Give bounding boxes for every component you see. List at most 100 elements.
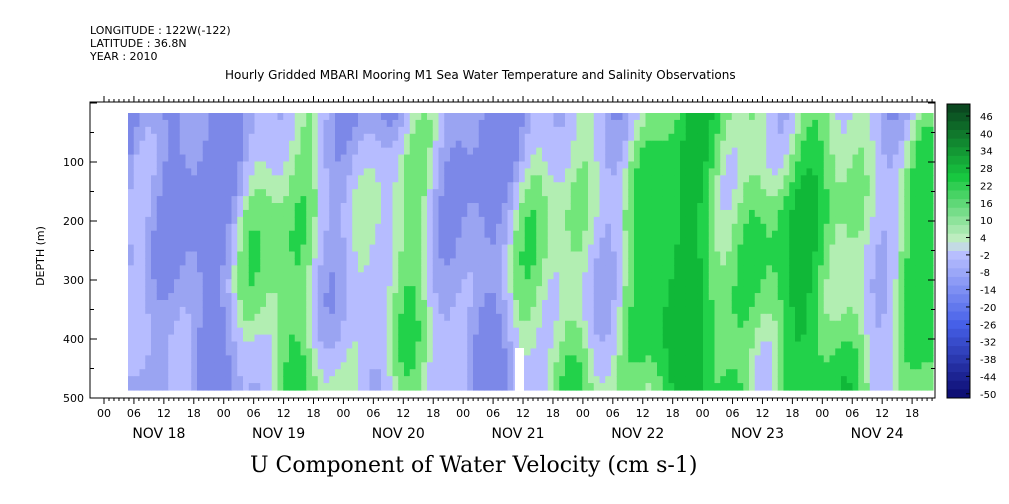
x-hour-label: 18 (187, 407, 201, 420)
y-tick-label: 100 (63, 156, 84, 169)
colorbar-swatch (947, 173, 970, 183)
colorbar-label: -8 (980, 268, 990, 279)
colorbar-label: -38 (980, 355, 996, 366)
colorbar-swatch (947, 233, 970, 243)
x-hour-label: 12 (516, 407, 530, 420)
x-hour-label: 06 (247, 407, 261, 420)
x-hour-label: 12 (396, 407, 410, 420)
colorbar-swatch (947, 138, 970, 148)
x-day-label: NOV 24 (851, 426, 904, 442)
x-hour-label: 12 (636, 407, 650, 420)
colorbar-swatch (947, 207, 970, 217)
x-hour-label: 18 (307, 407, 321, 420)
colorbar-swatch (947, 121, 970, 131)
missing-data-gap (515, 348, 524, 392)
x-hour-label: 00 (576, 407, 590, 420)
x-hour-label: 18 (666, 407, 680, 420)
x-hour-label: 06 (845, 407, 859, 420)
colorbar-swatch (947, 242, 970, 252)
colorbar-swatch (947, 147, 970, 157)
x-day-label: NOV 23 (731, 426, 784, 442)
colorbar-label: -20 (980, 303, 996, 314)
x-day-label: NOV 20 (372, 426, 425, 442)
colorbar-swatch (947, 346, 970, 356)
x-hour-label: 06 (726, 407, 740, 420)
colorbar-label: 22 (980, 181, 993, 192)
x-hour-label: 18 (905, 407, 919, 420)
colorbar-swatch (947, 199, 970, 209)
colorbar-swatch (947, 268, 970, 278)
colorbar-swatch (947, 251, 970, 261)
x-axis-title: U Component of Water Velocity (cm s-1) (250, 453, 698, 478)
x-hour-label: 18 (785, 407, 799, 420)
colorbar-swatch (947, 320, 970, 330)
colorbar-swatch (947, 181, 970, 191)
x-hour-label: 00 (696, 407, 710, 420)
colorbar-label: -2 (980, 251, 990, 262)
x-hour-label: 06 (366, 407, 380, 420)
colorbar-swatch (947, 225, 970, 235)
colorbar-label: 46 (980, 112, 993, 123)
x-day-label: NOV 19 (252, 426, 305, 442)
x-hour-label: 12 (755, 407, 769, 420)
year-label: YEAR : 2010 (90, 50, 158, 63)
latitude-label: LATITUDE : 36.8N (90, 37, 187, 50)
metadata-block: LONGITUDE : 122W(-122) LATITUDE : 36.8N … (90, 24, 231, 63)
colorbar-swatch (947, 285, 970, 295)
y-axis-title: DEPTH (m) (34, 226, 47, 286)
colorbar-swatch (947, 311, 970, 321)
x-hour-label: 00 (336, 407, 350, 420)
colorbar-swatch (947, 190, 970, 200)
x-hour-label: 06 (486, 407, 500, 420)
colorbar-swatch (947, 104, 970, 114)
colorbar-label: -26 (980, 320, 996, 331)
colorbar-swatch (947, 155, 970, 166)
x-hour-label: 00 (97, 407, 111, 420)
colorbar-swatch (947, 294, 970, 304)
colorbar-swatch (947, 216, 970, 226)
colorbar-label: 16 (980, 199, 993, 210)
colorbar-label: -50 (980, 390, 996, 401)
colorbar-label: -14 (980, 286, 996, 297)
y-tick-label: 400 (63, 333, 84, 346)
colorbar-swatch (947, 337, 970, 347)
x-hour-label: 06 (606, 407, 620, 420)
colorbar-swatch (947, 328, 970, 338)
y-tick-label: 200 (63, 215, 84, 228)
x-hour-label: 12 (875, 407, 889, 420)
x-hour-label: 00 (456, 407, 470, 420)
x-hour-label: 18 (426, 407, 440, 420)
y-tick-label: 300 (63, 274, 84, 287)
colorbar-swatch (947, 276, 970, 287)
colorbar-label: 4 (980, 234, 986, 245)
colorbar-label: 34 (980, 147, 993, 158)
colorbar-swatch (947, 129, 970, 140)
x-hour-label: 12 (157, 407, 171, 420)
x-day-label: NOV 22 (611, 426, 664, 442)
colorbar-swatch (947, 259, 970, 269)
colorbar-swatch (947, 372, 970, 382)
colorbar-swatch (947, 389, 970, 399)
colorbar-label: -44 (980, 372, 996, 383)
x-hour-label: 18 (546, 407, 560, 420)
y-tick-label: 500 (63, 392, 84, 405)
colorbar-swatch (947, 354, 970, 364)
colorbar-swatch (947, 363, 970, 373)
x-hour-label: 00 (217, 407, 231, 420)
colorbar-swatch (947, 302, 970, 313)
colorbar-label: 40 (980, 129, 993, 140)
x-hour-label: 12 (277, 407, 291, 420)
x-hour-label: 00 (815, 407, 829, 420)
longitude-label: LONGITUDE : 122W(-122) (90, 24, 231, 37)
colorbar-label: 28 (980, 164, 993, 175)
colorbar-label: -32 (980, 338, 996, 349)
x-day-label: NOV 21 (491, 426, 544, 442)
x-hour-label: 06 (127, 407, 141, 420)
colorbar-frame (946, 103, 971, 399)
chart-title: Hourly Gridded MBARI Mooring M1 Sea Wate… (225, 68, 736, 82)
colorbar-label: 10 (980, 216, 993, 227)
heatmap-cells (128, 113, 934, 391)
colorbar-swatch (947, 164, 970, 174)
x-day-label: NOV 18 (132, 426, 185, 442)
